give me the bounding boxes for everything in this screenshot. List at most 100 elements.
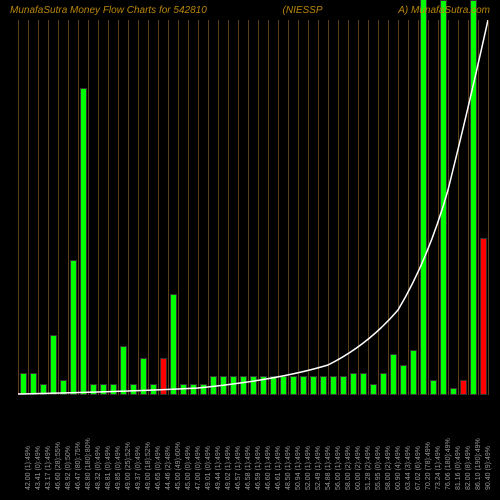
header-title-right: A) MunafaSutra.com bbox=[398, 5, 490, 16]
x-axis-label: 90.40 (9):49% bbox=[485, 446, 492, 490]
bar bbox=[100, 384, 107, 395]
grid-line bbox=[258, 20, 259, 395]
chart-area bbox=[18, 20, 488, 395]
bar bbox=[410, 350, 417, 395]
grid-line bbox=[378, 20, 379, 395]
grid-line bbox=[188, 20, 189, 395]
bar bbox=[400, 365, 407, 395]
x-axis-label: 45.00 (49):60% bbox=[175, 442, 182, 490]
grid-line bbox=[328, 20, 329, 395]
bar bbox=[80, 88, 87, 396]
x-axis-label: 46.47 (80):75% bbox=[75, 442, 82, 490]
grid-line bbox=[18, 20, 19, 395]
grid-line bbox=[158, 20, 159, 395]
x-axis-label: 46.61 (1):49% bbox=[275, 446, 282, 490]
grid-line bbox=[388, 20, 389, 395]
x-axis-label: 46.57 (1):49% bbox=[235, 446, 242, 490]
bar bbox=[380, 373, 387, 396]
grid-line bbox=[208, 20, 209, 395]
bar bbox=[200, 384, 207, 395]
grid-line bbox=[398, 20, 399, 395]
bar bbox=[290, 376, 297, 395]
grid-line bbox=[408, 20, 409, 395]
x-axis-label: 49.02 (1):49% bbox=[225, 446, 232, 490]
x-axis-label: 73.24 (1):49% bbox=[435, 446, 442, 490]
bar bbox=[330, 376, 337, 395]
bar bbox=[370, 384, 377, 395]
grid-line bbox=[98, 20, 99, 395]
bar bbox=[440, 0, 447, 395]
bar bbox=[270, 376, 277, 395]
x-axis-label: 49.37 (0):49% bbox=[135, 446, 142, 490]
x-axis-label: 55.95 (0):49% bbox=[375, 446, 382, 490]
x-axis-label: 46.58 (1):49% bbox=[245, 446, 252, 490]
grid-line bbox=[238, 20, 239, 395]
x-axis-label: 48.80 (180):80% bbox=[85, 438, 92, 490]
bar bbox=[260, 376, 267, 395]
x-axis-label: 46.60 (1):49% bbox=[265, 446, 272, 490]
bar bbox=[190, 384, 197, 395]
bar bbox=[50, 335, 57, 395]
x-axis-label: 49.44 (1):49% bbox=[215, 446, 222, 490]
x-axis-label: 58.00 (2):49% bbox=[345, 446, 352, 490]
x-axis-label: 81.16 (0):49% bbox=[455, 446, 462, 490]
bar bbox=[280, 376, 287, 395]
header-title-mid: (NIESSP bbox=[283, 5, 323, 16]
x-axis-label: 48.50 (1):49% bbox=[285, 446, 292, 490]
bar bbox=[150, 384, 157, 395]
grid-line bbox=[358, 20, 359, 395]
bar bbox=[470, 0, 477, 395]
x-axis-label: 42.00 (1):49% bbox=[25, 446, 32, 490]
bar bbox=[30, 373, 37, 396]
x-axis-label: 76.06 (180):49% bbox=[445, 438, 452, 490]
grid-line bbox=[488, 20, 489, 395]
x-axis-label: 86.10 (190):49% bbox=[475, 438, 482, 490]
bar bbox=[220, 376, 227, 395]
grid-line bbox=[428, 20, 429, 395]
bar bbox=[430, 380, 437, 395]
bar bbox=[20, 373, 27, 396]
grid-line bbox=[308, 20, 309, 395]
x-axis-label: 49.85 (0):49% bbox=[115, 446, 122, 490]
bar bbox=[250, 376, 257, 395]
x-axis-label: 67.02 (6):49% bbox=[415, 446, 422, 490]
x-axis-label: 49.00 (18):52% bbox=[145, 442, 152, 490]
x-axis-label: 60.00 (2):49% bbox=[355, 446, 362, 490]
bar bbox=[40, 384, 47, 395]
bar bbox=[140, 358, 147, 396]
bar bbox=[130, 384, 137, 395]
x-axis-label: 49.01 (0):49% bbox=[205, 446, 212, 490]
x-axis-label: 48.92 (0):50% bbox=[65, 446, 72, 490]
x-axis-label: 70.20 (78):49% bbox=[425, 442, 432, 490]
grid-line bbox=[88, 20, 89, 395]
grid-line bbox=[448, 20, 449, 395]
x-axis-labels: 42.00 (1):49%43.41 (0):49%43.17 (1):49%4… bbox=[18, 400, 488, 495]
grid-line bbox=[28, 20, 29, 395]
bar bbox=[480, 238, 487, 396]
grid-line bbox=[298, 20, 299, 395]
grid-line bbox=[348, 20, 349, 395]
bar bbox=[460, 380, 467, 395]
x-axis-label: 50.94 (1):49% bbox=[295, 446, 302, 490]
x-axis-label: 49.00 (25):52% bbox=[125, 442, 132, 490]
x-axis-label: 82.00 (8):49% bbox=[465, 446, 472, 490]
grid-line bbox=[318, 20, 319, 395]
x-axis-label: 43.17 (1):49% bbox=[45, 446, 52, 490]
x-axis-label: 60.90 (4):49% bbox=[395, 446, 402, 490]
bar bbox=[350, 373, 357, 396]
x-axis-label: 45.00 (0):49% bbox=[185, 446, 192, 490]
x-axis-label: 48.32 (0):49% bbox=[95, 446, 102, 490]
chart-header: MunafaSutra Money Flow Charts for 542810… bbox=[0, 5, 500, 16]
bar bbox=[110, 384, 117, 395]
grid-line bbox=[268, 20, 269, 395]
bar bbox=[70, 260, 77, 395]
grid-line bbox=[218, 20, 219, 395]
x-axis-label: 52.00 (1):49% bbox=[305, 446, 312, 490]
grid-line bbox=[138, 20, 139, 395]
bar bbox=[310, 376, 317, 395]
grid-line bbox=[278, 20, 279, 395]
bar bbox=[240, 376, 247, 395]
grid-line bbox=[458, 20, 459, 395]
bar bbox=[420, 0, 427, 395]
x-axis-label: 52.49 (1):49% bbox=[315, 446, 322, 490]
